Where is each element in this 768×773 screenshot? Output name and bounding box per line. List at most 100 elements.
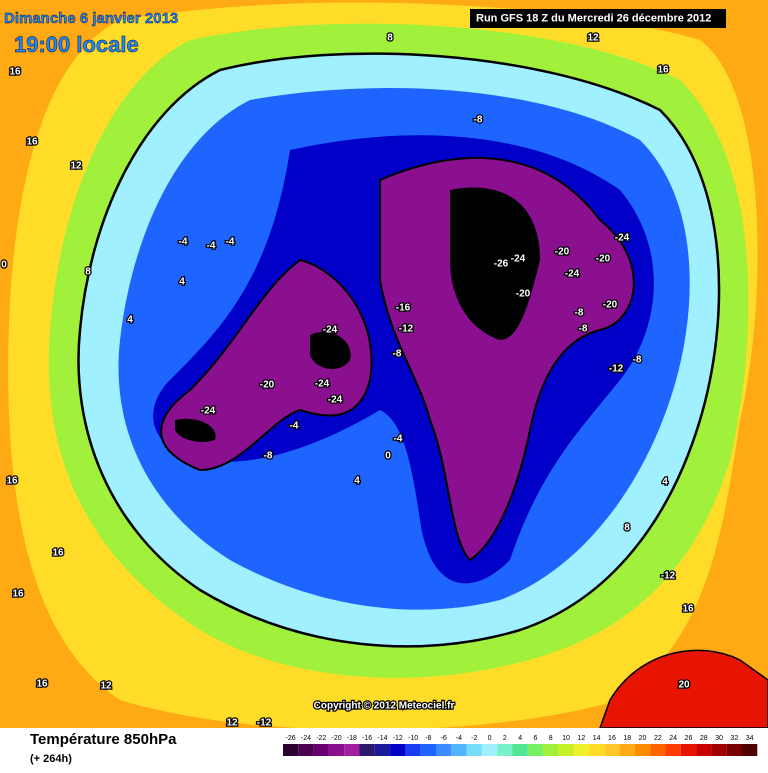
contour-label: -12 <box>609 364 624 375</box>
contour-label: -4 <box>394 434 403 445</box>
contour-label: -8 <box>474 115 483 126</box>
contour-label: -20 <box>603 300 618 311</box>
colorbar-swatch <box>436 744 452 756</box>
contour-label: -8 <box>393 349 402 360</box>
contour-label: 12 <box>587 33 599 44</box>
colorbar-swatch <box>634 744 651 756</box>
colorbar-tick-label: -16 <box>362 735 372 742</box>
colorbar-tick-label: 12 <box>577 735 585 742</box>
colorbar-swatch <box>466 744 482 756</box>
contour-label: 4 <box>354 476 360 487</box>
contour-label: 16 <box>52 548 64 559</box>
hot-zone <box>598 649 768 729</box>
forecast-date: Dimanche 6 janvier 2013 <box>4 10 178 27</box>
contour-label: 20 <box>678 680 690 691</box>
colorbar-swatch <box>711 744 727 756</box>
contour-label: -20 <box>516 289 531 300</box>
colorbar-tick-label: 20 <box>639 735 647 742</box>
colorbar-swatch <box>374 744 391 756</box>
colorbar-tick-label: 30 <box>715 735 723 742</box>
contour-label: 16 <box>26 137 38 148</box>
contour-label: -24 <box>328 395 343 406</box>
colorbar-swatch <box>680 744 697 756</box>
colorbar-tick-label: 8 <box>549 735 553 742</box>
contour-label: 16 <box>9 67 21 78</box>
colorbar-swatch <box>298 744 314 756</box>
colorbar-swatch <box>420 744 436 756</box>
contour-label: -24 <box>315 379 330 390</box>
colorbar-tick-label: -22 <box>316 735 326 742</box>
colorbar-tick-label: 10 <box>562 735 570 742</box>
colorbar-swatch <box>650 744 666 756</box>
colorbar-tick-label: 26 <box>685 735 693 742</box>
colorbar-swatch <box>604 744 620 756</box>
colorbar-tick-label: -14 <box>377 735 387 742</box>
contour-label: 8 <box>387 33 393 44</box>
contour-label: -8 <box>264 451 273 462</box>
contour-label: 8 <box>85 267 91 278</box>
contour-label: 0 <box>1 260 7 271</box>
colorbar-swatch <box>481 744 498 756</box>
contour-label: -24 <box>323 325 338 336</box>
contour-label: -4 <box>207 241 216 252</box>
contour-label: -8 <box>633 355 642 366</box>
colorbar-tick-label: 0 <box>488 735 492 742</box>
contour-label: 0 <box>385 451 391 462</box>
lead-time: (+ 264h) <box>30 753 72 765</box>
colorbar-swatch <box>558 744 574 756</box>
contour-label: -4 <box>290 421 299 432</box>
contour-label: -24 <box>615 233 630 244</box>
contour-label: -24 <box>565 269 580 280</box>
colorbar-tick-label: -2 <box>471 735 477 742</box>
contour-label: -20 <box>596 254 611 265</box>
contour-label: 4 <box>179 277 185 288</box>
colorbar-tick-label: 6 <box>533 735 537 742</box>
colorbar-tick-label: 14 <box>593 735 601 742</box>
contour-label: 12 <box>226 718 238 729</box>
contour-label: -12 <box>661 571 676 582</box>
colorbar-tick-label: -20 <box>331 735 341 742</box>
colorbar-swatch <box>527 744 544 756</box>
colorbar-tick-label: -12 <box>393 735 403 742</box>
colorbar-swatch <box>313 744 329 756</box>
colorbar-tick-label: 22 <box>654 735 662 742</box>
colorbar-swatch <box>328 744 345 756</box>
colorbar-swatch <box>359 744 375 756</box>
contour-label: -20 <box>555 247 570 258</box>
copyright: Copyright © 2012 Meteociel.fr <box>314 701 455 712</box>
colorbar-swatch <box>726 744 742 756</box>
contour-label: 16 <box>657 65 669 76</box>
run-info: Run GFS 18 Z du Mercredi 26 décembre 201… <box>476 12 711 24</box>
contour-label: 12 <box>100 681 112 692</box>
colorbar-tick-label: -6 <box>441 735 447 742</box>
colorbar-tick-label: -18 <box>347 735 357 742</box>
contour-label: -24 <box>511 254 526 265</box>
contour-label: 16 <box>12 589 24 600</box>
colorbar-swatch <box>405 744 421 756</box>
contour-label: -12 <box>399 324 414 335</box>
colorbar-swatch <box>589 744 605 756</box>
colorbar-tick-label: 18 <box>623 735 631 742</box>
colorbar-tick-label: 2 <box>503 735 507 742</box>
colorbar-swatch <box>344 744 360 756</box>
colorbar-tick-label: 24 <box>669 735 677 742</box>
contour-label: -12 <box>257 718 272 729</box>
contour-label: 16 <box>682 604 694 615</box>
contour-label: -4 <box>226 237 235 248</box>
contour-label: 8 <box>624 523 630 534</box>
colorbar-tick-label: 4 <box>518 735 522 742</box>
colorbar-tick-label: 16 <box>608 735 616 742</box>
contour-label: 4 <box>127 315 133 326</box>
colorbar-swatch <box>390 744 406 756</box>
forecast-time: 19:00 locale <box>14 32 139 57</box>
colorbar-tick-label: 28 <box>700 735 708 742</box>
contour-label: -4 <box>179 237 188 248</box>
extreme-cold-core <box>175 187 540 442</box>
colorbar-swatch <box>451 744 467 756</box>
colorbar-swatch <box>696 744 712 756</box>
contour-label: 16 <box>6 476 18 487</box>
contour-label: -8 <box>575 308 584 319</box>
colorbar-tick-label: -24 <box>301 735 311 742</box>
colorbar-tick-label: -4 <box>456 735 462 742</box>
